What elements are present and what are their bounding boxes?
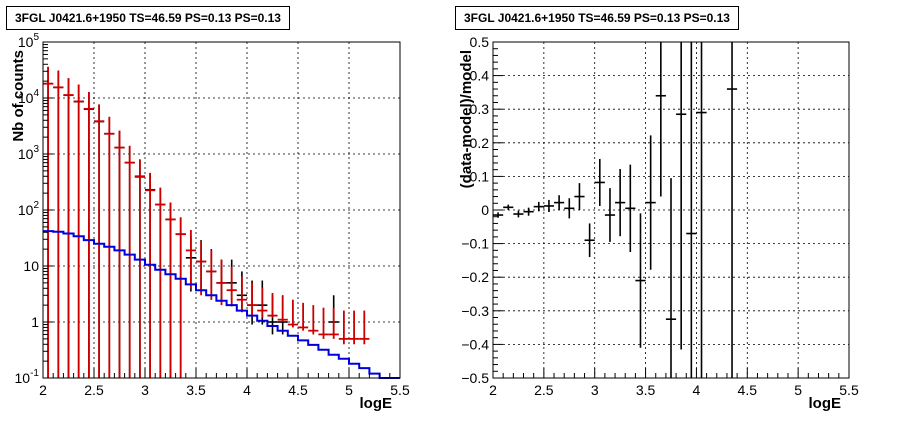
data-point bbox=[338, 310, 349, 345]
y-tick-label: 0.1 bbox=[470, 168, 490, 184]
data-point bbox=[175, 217, 186, 378]
data-point bbox=[554, 195, 565, 210]
data-point bbox=[655, 42, 666, 197]
data-point bbox=[257, 287, 268, 318]
data-point bbox=[134, 160, 145, 378]
y-tick-label: −0.2 bbox=[461, 269, 489, 285]
x-tick-label: 2 bbox=[489, 382, 497, 398]
residuals-plot: 2 2.5 3 3.5 4 4.5 5 5.5 0.5 0.4 0.3 0.2 0.1 0 −0.1 −0.2… bbox=[458, 34, 859, 412]
y-tick-label: 0.2 bbox=[470, 135, 490, 151]
data-point bbox=[216, 259, 227, 306]
y-tick-label: −0.3 bbox=[461, 303, 489, 319]
y-tick-label: 10 bbox=[23, 258, 39, 274]
data-point bbox=[63, 78, 74, 378]
data-point bbox=[543, 199, 555, 213]
x-axis-label: logE bbox=[809, 395, 842, 412]
data-point bbox=[686, 42, 697, 378]
x-tick-label: 5.5 bbox=[839, 382, 859, 398]
data-point bbox=[726, 42, 738, 378]
data-point bbox=[513, 210, 524, 218]
data-point bbox=[298, 302, 309, 331]
data-point bbox=[124, 145, 135, 378]
y-tick-label: 1 bbox=[31, 314, 39, 330]
x-tick-label: 4 bbox=[243, 382, 251, 398]
y-tick-label: 10-1 bbox=[15, 368, 40, 386]
y-axis-label: Nb of counts bbox=[10, 50, 27, 142]
data-point bbox=[359, 310, 370, 345]
data-point bbox=[287, 299, 298, 328]
x-tick-label: 3.5 bbox=[636, 382, 656, 398]
data-point bbox=[94, 104, 105, 378]
x-tick-label: 2.5 bbox=[534, 382, 554, 398]
data-point bbox=[277, 296, 288, 322]
x-tick-label: 3 bbox=[591, 382, 599, 398]
data-point bbox=[604, 188, 616, 242]
y-axis-label: (data-model)/model bbox=[458, 50, 475, 188]
data-point bbox=[155, 187, 166, 378]
data-point bbox=[625, 164, 636, 252]
y-tick-label: 0.4 bbox=[470, 68, 490, 84]
data-point bbox=[676, 42, 687, 350]
y-tick-label: 0.5 bbox=[470, 34, 490, 50]
data-point bbox=[574, 183, 585, 210]
data-point bbox=[247, 282, 258, 316]
data-point bbox=[665, 178, 677, 378]
data-point bbox=[645, 135, 656, 270]
x-tick-label: 4.5 bbox=[288, 382, 308, 398]
data-point bbox=[564, 198, 575, 219]
data-point bbox=[503, 204, 514, 210]
x-tick-label: 2.5 bbox=[84, 382, 104, 398]
data-point bbox=[328, 307, 339, 339]
x-tick-label: 3 bbox=[141, 382, 149, 398]
x-tick-label: 3.5 bbox=[186, 382, 206, 398]
x-tick-label: 5 bbox=[794, 382, 802, 398]
y-tick-label: 103 bbox=[18, 144, 40, 162]
residuals-plot-title: 3FGL J0421.6+1950 TS=46.59 PS=0.13 PS=0.… bbox=[455, 6, 739, 30]
counts-spectrum-plot: 2 2.5 3 3.5 4 4.5 5 5.5 10-1 1 10 102 103 104 105 logE N… bbox=[10, 32, 410, 412]
counts-plot-title: 3FGL J0421.6+1950 TS=46.59 PS=0.13 PS=0.… bbox=[6, 6, 290, 30]
data-point bbox=[73, 84, 84, 378]
data-point bbox=[584, 223, 595, 258]
y-tick-label: 105 bbox=[18, 32, 40, 50]
model-step-line bbox=[43, 230, 400, 379]
x-tick-label: 4 bbox=[693, 382, 701, 398]
data-point bbox=[635, 213, 646, 348]
data-point bbox=[533, 201, 544, 212]
x-tick-label: 5 bbox=[345, 382, 353, 398]
x-tick-label: 5.5 bbox=[390, 382, 410, 398]
data-point bbox=[206, 250, 217, 300]
data-point bbox=[349, 310, 360, 345]
data-point bbox=[696, 42, 707, 378]
data-point bbox=[196, 240, 207, 296]
data-point bbox=[308, 305, 319, 335]
data-point bbox=[83, 91, 94, 378]
y-tick-label: 102 bbox=[18, 200, 40, 218]
data-point bbox=[114, 130, 125, 378]
y-tick-label: −0.1 bbox=[461, 236, 489, 252]
data-point bbox=[493, 212, 504, 218]
x-axis-label: logE bbox=[360, 395, 393, 412]
data-point bbox=[594, 158, 605, 206]
data-point bbox=[318, 307, 329, 339]
y-tick-label: −0.4 bbox=[461, 336, 489, 352]
y-tick-label: −0.5 bbox=[461, 370, 489, 386]
plot-frame bbox=[42, 41, 401, 379]
data-point bbox=[43, 66, 54, 378]
y-tick-label: 0.3 bbox=[470, 101, 490, 117]
data-point bbox=[165, 202, 176, 378]
data-point bbox=[145, 173, 156, 378]
data-point bbox=[185, 229, 196, 289]
data-point bbox=[53, 70, 64, 378]
y-tick-label: 0 bbox=[481, 202, 489, 218]
data-point bbox=[523, 207, 534, 216]
data-point bbox=[226, 266, 237, 307]
x-tick-label: 4.5 bbox=[738, 382, 758, 398]
x-tick-label: 2 bbox=[39, 382, 47, 398]
y-tick-label: 104 bbox=[18, 88, 40, 106]
data-point bbox=[267, 292, 278, 318]
data-point bbox=[236, 276, 247, 313]
data-point bbox=[615, 169, 626, 237]
